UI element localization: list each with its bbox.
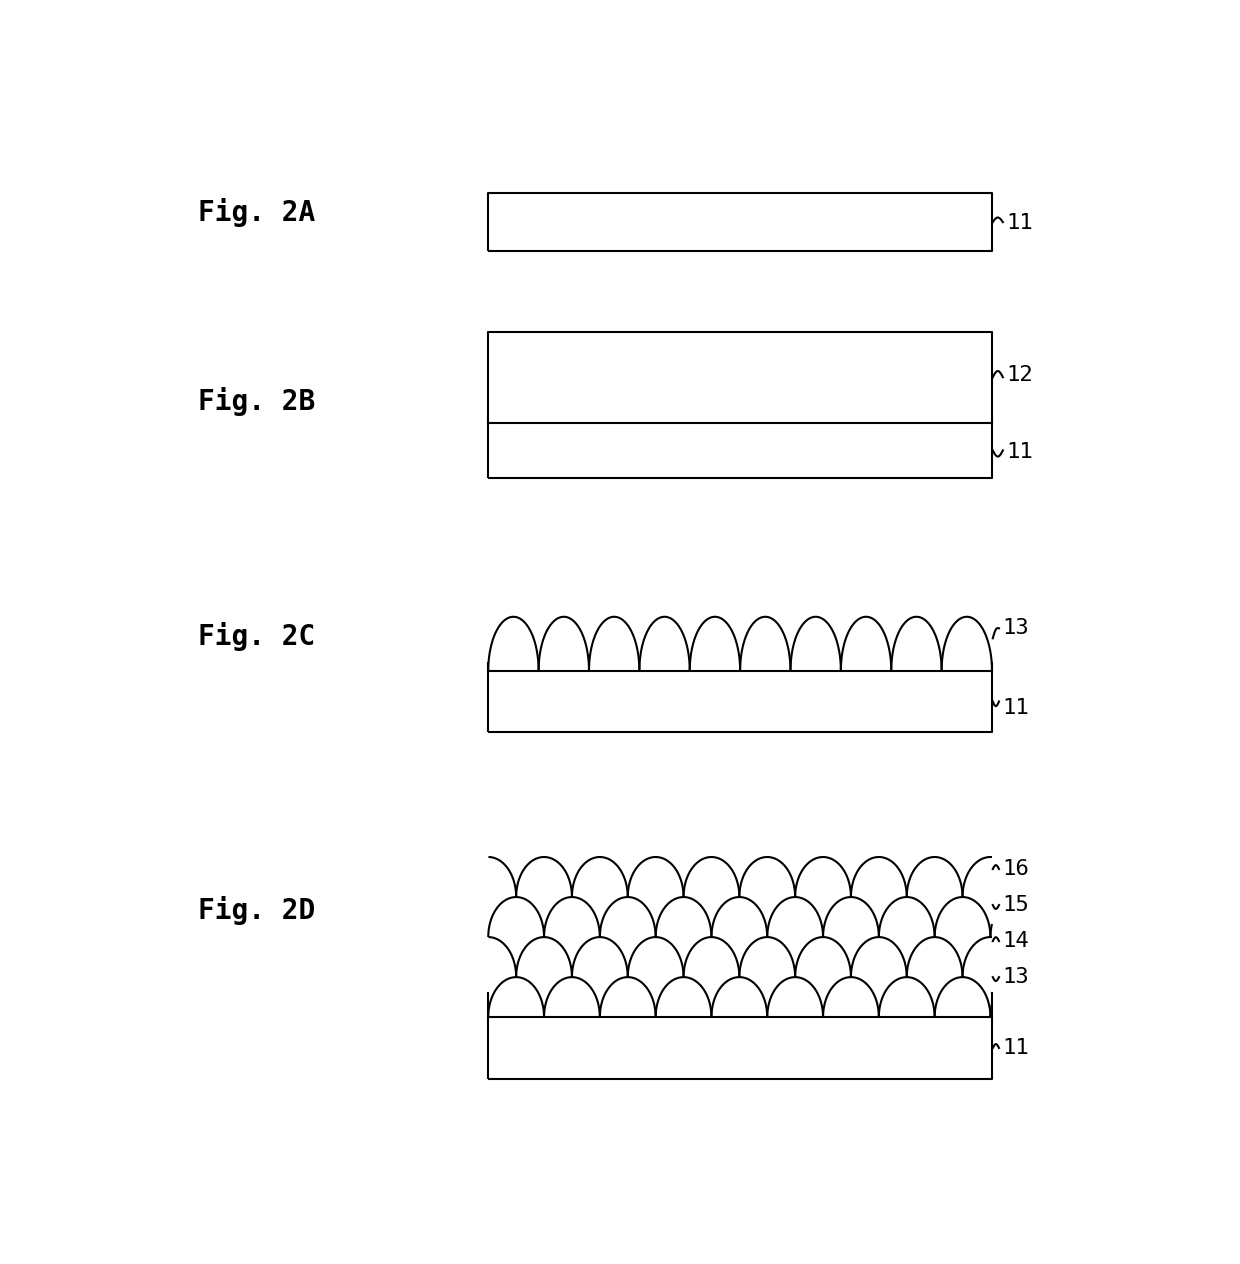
Text: 16: 16 <box>1002 860 1029 878</box>
Text: Fig. 2A: Fig. 2A <box>197 198 315 228</box>
Text: 11: 11 <box>1006 212 1033 233</box>
Text: Fig. 2D: Fig. 2D <box>197 896 315 925</box>
Text: 12: 12 <box>1006 365 1033 386</box>
Text: 11: 11 <box>1002 1038 1029 1058</box>
Text: 13: 13 <box>1002 618 1029 638</box>
Text: 15: 15 <box>1002 895 1029 915</box>
Text: Fig. 2C: Fig. 2C <box>197 622 315 651</box>
Text: 11: 11 <box>1002 698 1029 718</box>
Text: 13: 13 <box>1002 967 1029 987</box>
Text: Fig. 2B: Fig. 2B <box>197 387 315 416</box>
Text: 11: 11 <box>1006 442 1033 463</box>
Text: 14: 14 <box>1002 932 1029 951</box>
